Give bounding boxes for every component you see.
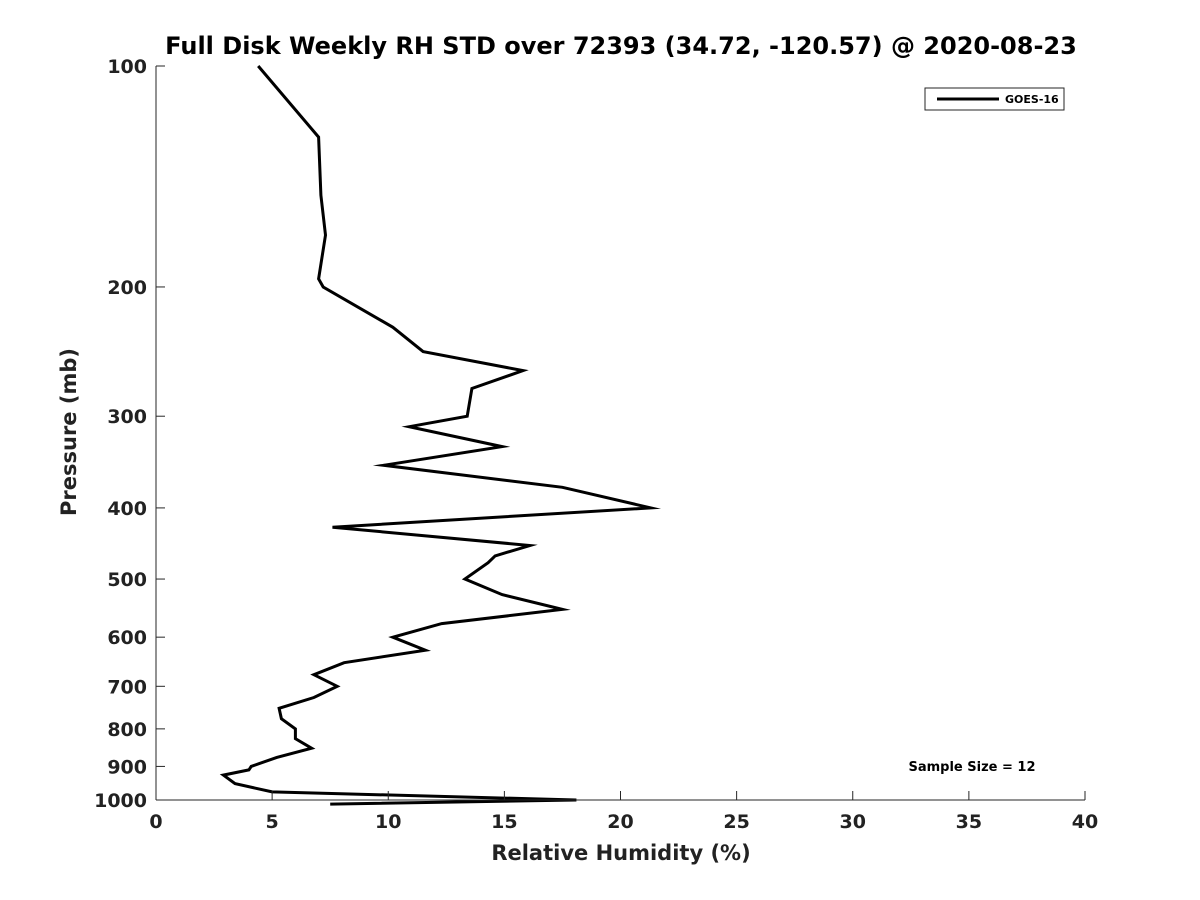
- y-tick-label: 900: [107, 756, 147, 778]
- legend-label: GOES-16: [1005, 93, 1059, 106]
- y-tick-label: 700: [107, 676, 147, 698]
- x-tick-label: 35: [956, 811, 982, 833]
- x-tick-label: 0: [149, 811, 162, 833]
- y-axis: 100 200 300 400 500 600 700 800 900 1000: [94, 56, 165, 812]
- x-axis-label: Relative Humidity (%): [491, 841, 750, 865]
- y-tick-label: 500: [107, 569, 147, 591]
- y-tick-label: 1000: [94, 790, 147, 812]
- x-tick-label: 10: [375, 811, 401, 833]
- x-tick-label: 15: [491, 811, 517, 833]
- y-tick-label: 100: [107, 56, 147, 78]
- series-line: [219, 65, 662, 806]
- y-tick-label: 200: [107, 277, 147, 299]
- x-axis: 0 5 10 15 20 25 30 35 40: [149, 791, 1098, 833]
- y-tick-label: 300: [107, 406, 147, 428]
- x-tick-label: 30: [840, 811, 866, 833]
- legend: GOES-16: [924, 87, 1065, 111]
- plot-area: [219, 65, 662, 806]
- y-tick-label: 400: [107, 498, 147, 520]
- sample-size-annotation: Sample Size = 12: [908, 760, 1035, 775]
- x-tick-label: 25: [723, 811, 749, 833]
- x-tick-label: 40: [1072, 811, 1098, 833]
- y-axis-label: Pressure (mb): [57, 348, 81, 516]
- chart-title: Full Disk Weekly RH STD over 72393 (34.7…: [165, 32, 1077, 60]
- y-tick-label: 600: [107, 627, 147, 649]
- x-tick-label: 5: [266, 811, 279, 833]
- x-tick-label: 20: [607, 811, 633, 833]
- y-tick-label: 800: [107, 719, 147, 741]
